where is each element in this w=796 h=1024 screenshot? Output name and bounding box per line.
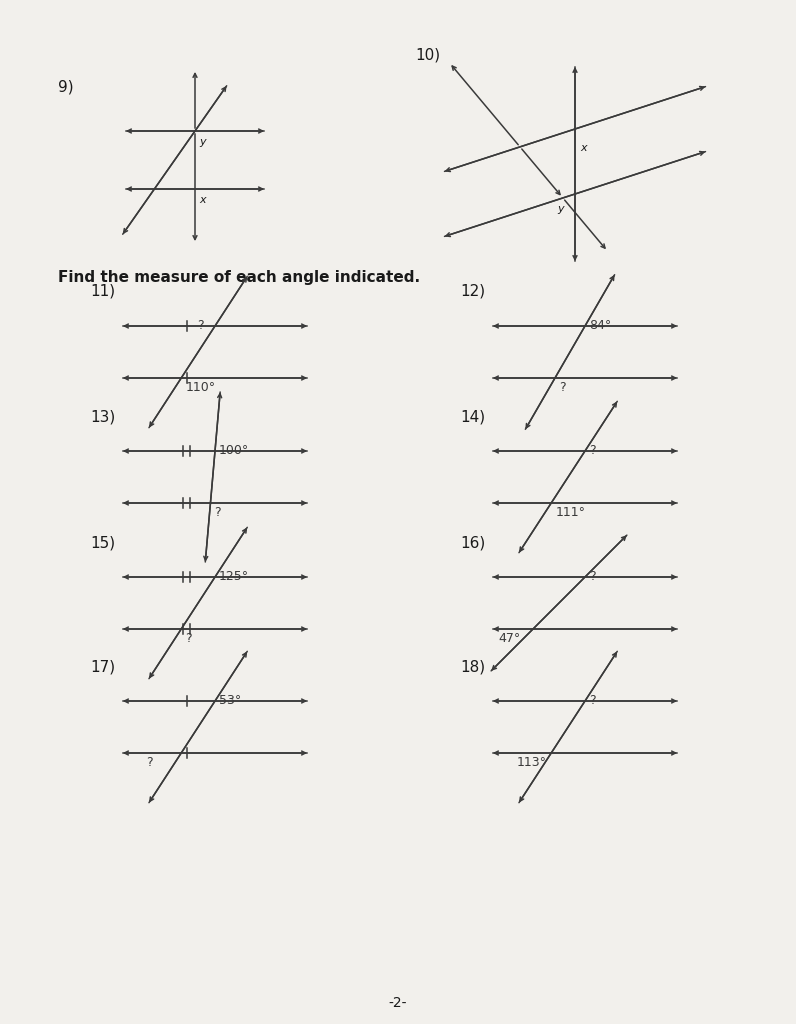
Text: -2-: -2- [388,996,408,1010]
Text: 10): 10) [415,47,440,62]
Text: 12): 12) [460,284,485,299]
Text: x: x [199,195,205,205]
Text: ?: ? [589,570,595,583]
Text: ?: ? [589,694,595,707]
Text: 16): 16) [460,535,486,550]
Text: Find the measure of each angle indicated.: Find the measure of each angle indicated… [58,270,420,285]
Text: x: x [580,143,587,153]
Text: y: y [199,137,205,147]
Text: 53°: 53° [219,694,241,707]
Text: 110°: 110° [185,381,216,394]
Text: 11): 11) [90,284,115,299]
Text: 18): 18) [460,659,485,674]
Text: ?: ? [185,632,192,645]
Text: 84°: 84° [589,319,611,332]
Text: 111°: 111° [556,506,585,519]
Text: 15): 15) [90,535,115,550]
Text: ?: ? [589,444,595,457]
Text: 17): 17) [90,659,115,674]
Text: 113°: 113° [517,756,546,769]
Text: 14): 14) [460,409,485,424]
Text: y: y [557,204,564,214]
Text: ?: ? [559,381,566,394]
Text: 9): 9) [58,80,73,95]
Text: ?: ? [197,319,204,332]
Text: 100°: 100° [219,444,249,457]
Text: ?: ? [214,506,221,519]
Text: 13): 13) [90,409,115,424]
Text: 47°: 47° [498,632,521,645]
Text: 125°: 125° [219,570,249,583]
Text: ?: ? [146,756,153,769]
